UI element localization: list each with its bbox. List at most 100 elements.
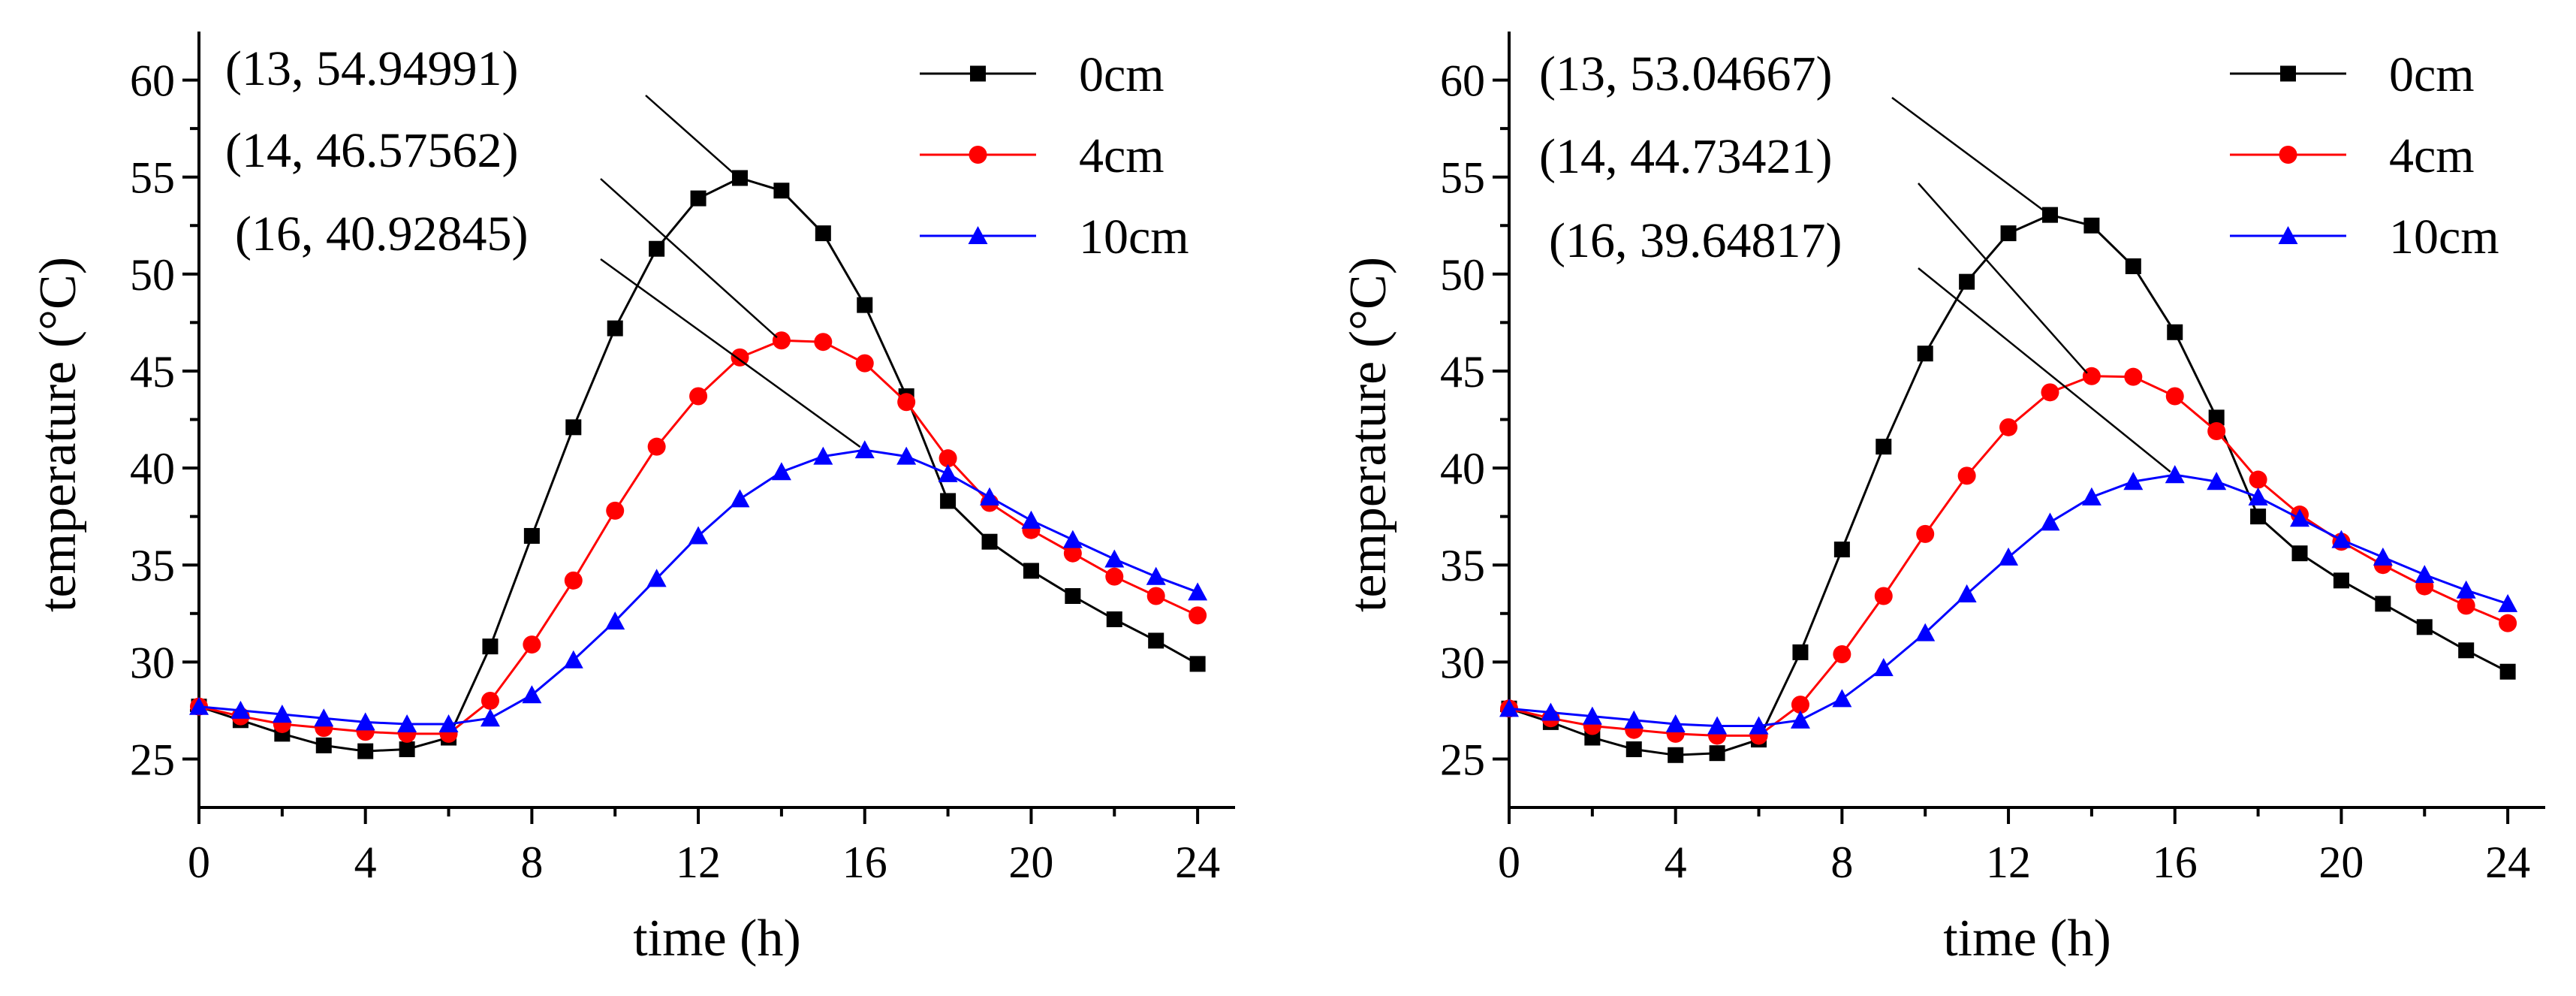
x-tick-label: 12: [1986, 838, 2031, 887]
legend-entry-0cm: 0cm: [2230, 47, 2475, 102]
data-point: [773, 183, 790, 199]
x-axis-title: time (h): [1943, 910, 2111, 967]
data-point: [355, 712, 375, 731]
x-tick-label: 16: [2153, 838, 2198, 887]
data-point: [689, 387, 708, 406]
legend-marker: [2279, 146, 2297, 164]
annotation-2: (14, 44.73421): [1539, 129, 2088, 374]
y-tick-label: 55: [1440, 153, 1485, 203]
annotation-label: (14, 44.73421): [1539, 129, 1832, 184]
annotation-2: (14, 46.57562): [225, 123, 778, 339]
legend-marker: [968, 226, 988, 245]
data-point: [2207, 472, 2227, 490]
data-point: [314, 708, 334, 727]
data-point: [731, 348, 749, 367]
data-point: [1665, 714, 1686, 733]
annotation-leader-line: [1918, 183, 2088, 374]
data-point: [1541, 702, 1561, 721]
x-tick-label: 4: [1665, 838, 1687, 887]
data-point: [607, 320, 623, 337]
data-point: [1790, 710, 1810, 729]
data-point: [523, 527, 540, 544]
data-point: [1707, 716, 1728, 735]
data-point: [2041, 207, 2058, 223]
legend-entry-4cm: 4cm: [920, 128, 1164, 183]
y-tick-label: 30: [1440, 638, 1485, 687]
annotation-3: (16, 40.92845): [235, 207, 861, 448]
legend-marker: [969, 146, 987, 164]
x-tick-label: 0: [188, 838, 210, 887]
legend: 0cm 4cm 10cm: [920, 47, 1189, 264]
data-point: [1063, 544, 1082, 563]
annotation-leader-line: [1891, 96, 2047, 213]
data-point: [1021, 510, 1041, 529]
data-point: [1582, 706, 1602, 725]
x-axis-title: time (h): [633, 910, 801, 967]
data-point: [2040, 512, 2060, 531]
data-point: [980, 487, 1000, 506]
data-point: [1062, 530, 1083, 548]
x-tick-label: 12: [676, 838, 721, 887]
data-point: [813, 446, 833, 465]
data-point: [731, 170, 748, 186]
data-point: [2250, 509, 2267, 525]
data-point: [1146, 566, 1166, 585]
series-10cm: [189, 440, 1208, 733]
data-point: [1188, 582, 1208, 601]
y-tick-label: 45: [130, 347, 175, 397]
legend-entry-4cm: 4cm: [2230, 128, 2475, 183]
y-tick-label: 50: [1440, 250, 1485, 300]
data-point: [938, 463, 958, 482]
data-point: [480, 708, 500, 727]
data-point: [1189, 606, 1207, 625]
data-point: [2000, 225, 2017, 242]
x-tick-label: 8: [520, 838, 543, 887]
annotation-label: (16, 39.64817): [1549, 213, 1842, 268]
data-point: [1832, 689, 1852, 708]
annotation-label: (16, 40.92845): [235, 207, 528, 261]
data-point: [730, 489, 750, 508]
data-point: [2415, 565, 2435, 584]
data-point: [1023, 563, 1039, 579]
x-tick-label: 8: [1830, 838, 1853, 887]
data-point: [1189, 656, 1206, 672]
data-point: [2416, 619, 2433, 635]
annotation-leader-line: [645, 95, 737, 176]
data-point: [1915, 623, 1936, 641]
data-point: [2331, 530, 2352, 548]
data-point: [771, 462, 791, 481]
y-tick-label: 25: [130, 735, 175, 784]
data-point: [2082, 367, 2101, 385]
data-point: [2249, 470, 2267, 489]
legend-entry-10cm: 10cm: [920, 210, 1189, 264]
data-point: [2041, 383, 2059, 402]
y-tick-label: 40: [130, 444, 175, 493]
data-point: [772, 331, 791, 350]
series-0cm: [191, 170, 1206, 759]
data-point: [857, 297, 873, 313]
x-tick-label: 24: [1175, 838, 1220, 887]
x-tick-label: 24: [2485, 838, 2530, 887]
annotation-3: (16, 39.64817): [1549, 213, 2171, 473]
data-point: [1106, 611, 1122, 627]
data-point: [1833, 542, 1850, 558]
x-tick-label: 20: [1008, 838, 1053, 887]
data-point: [606, 501, 625, 520]
data-point: [1148, 632, 1164, 649]
data-point: [1624, 710, 1644, 729]
data-point: [605, 611, 625, 630]
legend-label: 4cm: [2389, 128, 2475, 183]
data-point: [2291, 545, 2308, 562]
y-tick-label: 60: [130, 56, 175, 106]
y-axis-title: temperature (°C): [1339, 257, 1397, 612]
x-tick-label: 4: [354, 838, 377, 887]
data-point: [438, 714, 459, 733]
data-point: [1916, 524, 1935, 543]
data-point: [397, 714, 417, 733]
legend-label: 10cm: [2389, 210, 2499, 264]
data-point: [1105, 567, 1124, 586]
data-point: [1957, 466, 1976, 485]
data-point: [1959, 273, 1975, 290]
